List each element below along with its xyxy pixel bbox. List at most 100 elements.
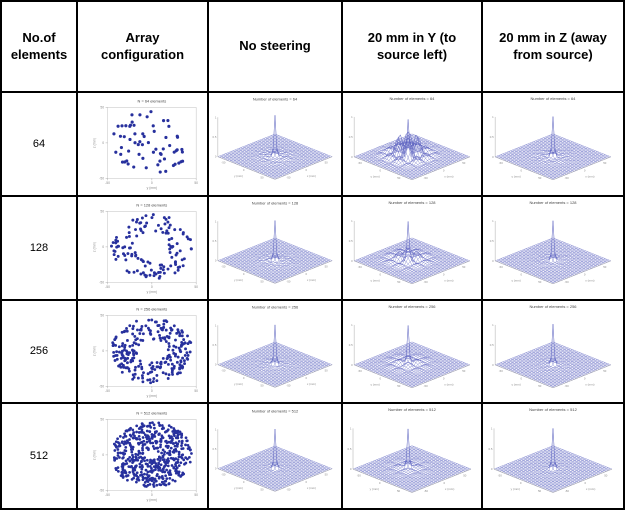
header-steer-y: 20 mm in Y (to source left) [343,2,483,93]
mesh-plot-128-steer-y: -50 0 50 -50 0 50 0 0.5 1 y (mm) x (mm) Number of e… [349,200,470,284]
svg-text:50: 50 [462,161,466,165]
header-no-steering: No steering [209,2,343,93]
svg-text:-50: -50 [358,368,362,372]
svg-text:-50: -50 [424,176,428,180]
svg-text:0.5: 0.5 [348,447,352,451]
svg-text:1: 1 [351,322,353,326]
svg-text:-50: -50 [565,489,570,493]
svg-text:0: 0 [380,169,382,173]
svg-text:-50: -50 [99,489,104,493]
svg-text:50: 50 [538,384,542,388]
header-no-of-elements: No.of elements [2,2,78,93]
svg-text:1: 1 [215,428,217,432]
svg-text:50: 50 [397,489,401,493]
svg-text:-50: -50 [499,368,503,372]
svg-text:-50: -50 [286,383,290,387]
beam-no-steering-256: -50 0 50 -50 0 50 0 0.5 1 y (mm) x (mm) Number of e… [209,300,343,405]
svg-text:0: 0 [151,493,153,497]
svg-text:Number of elements = 64: Number of elements = 64 [390,96,436,101]
svg-text:50: 50 [603,161,607,165]
beam-steer-y-512: -50 0 50 -50 0 50 0 0.5 1 y (mm) x (mm) Number of e… [343,404,483,508]
elements-count-64: 64 [2,93,78,197]
svg-text:Number of elements = 256: Number of elements = 256 [252,304,299,309]
svg-text:50: 50 [260,488,264,492]
svg-text:x (mm): x (mm) [307,278,316,282]
beam-steer-z-64: -50 0 50 -50 0 50 0 0.5 1 y (mm) x (mm) Number of e… [483,93,623,197]
svg-text:x (mm): x (mm) [444,174,453,178]
header-steer-z: 20 mm in Z (away from source) [483,2,623,93]
svg-text:0: 0 [215,155,217,159]
svg-text:Number of elements = 128: Number of elements = 128 [529,200,577,205]
svg-text:1: 1 [492,115,494,119]
svg-text:0: 0 [243,272,245,276]
svg-text:N = 64 elements: N = 64 elements [138,99,167,104]
svg-text:x (mm): x (mm) [585,278,594,282]
beam-steer-y-64: -50 0 50 -50 0 50 0 0.5 1 y (mm) x (mm) Number of e… [343,93,483,197]
svg-text:0: 0 [443,376,445,380]
scatter-plot-256: -50 0 50 -50 0 50 N = 256 elements y (mm) z (mm) [93,306,198,398]
svg-text:1: 1 [350,427,352,431]
array-config-256: -50 0 50 -50 0 50 N = 256 elements y (mm) z (mm) [78,300,209,405]
beam-no-steering-128: -50 0 50 -50 0 50 0 0.5 1 y (mm) x (mm) Number of e… [209,196,343,301]
svg-text:50: 50 [397,176,401,180]
svg-text:50: 50 [194,493,198,497]
elements-count-256: 256 [2,300,78,405]
scatter-plot-64: -50 0 50 -50 0 50 N = 64 elements y (mm) z (mm) [93,99,198,191]
svg-text:0: 0 [102,245,104,249]
mesh-plot-64-no-steering: -50 0 50 -50 0 50 0 0.5 1 y (mm) x (mm) Number of e… [213,97,333,180]
elements-count-128: 128 [2,196,78,301]
mesh-plot-128-steer-z: -50 0 50 -50 0 50 0 0.5 1 y (mm) x (mm) Number of e… [490,200,611,284]
svg-text:x (mm): x (mm) [307,486,316,490]
svg-text:0: 0 [306,480,308,484]
svg-text:y (mm): y (mm) [511,278,520,282]
svg-text:0: 0 [350,467,352,471]
svg-text:50: 50 [325,368,329,372]
svg-text:0: 0 [521,169,523,173]
mesh-plot-64-steer-z: -50 0 50 -50 0 50 0 0.5 1 y (mm) x (mm) Number of e… [490,96,611,180]
svg-text:1: 1 [351,219,353,223]
svg-text:0: 0 [521,272,523,276]
svg-text:50: 50 [538,176,542,180]
svg-text:-50: -50 [357,474,362,478]
svg-text:0: 0 [102,453,104,457]
beam-steer-z-128: -50 0 50 -50 0 50 0 0.5 1 y (mm) x (mm) Number of e… [483,196,623,301]
svg-text:-50: -50 [499,265,503,269]
svg-text:0: 0 [584,376,586,380]
svg-text:50: 50 [100,106,104,110]
beam-steer-y-256: -50 0 50 -50 0 50 0 0.5 1 y (mm) x (mm) Number of e… [343,300,483,405]
svg-text:50: 50 [325,161,329,165]
beam-steer-z-512: -50 0 50 -50 0 50 0 0.5 1 y (mm) x (mm) Number of e… [483,404,623,508]
array-config-64: -50 0 50 -50 0 50 N = 64 elements y (mm) z (mm) [78,93,209,197]
svg-text:-50: -50 [424,384,428,388]
svg-text:0: 0 [444,481,446,485]
svg-text:N = 128 elements: N = 128 elements [136,202,167,207]
svg-text:y (mm): y (mm) [234,278,243,282]
scatter-plot-512: -50 0 50 -50 0 50 N = 512 elements y (mm) z (mm) [93,411,198,503]
svg-text:-50: -50 [105,285,110,289]
svg-text:0: 0 [443,272,445,276]
beam-no-steering-64: -50 0 50 -50 0 50 0 0.5 1 y (mm) x (mm) Number of e… [209,93,343,197]
svg-text:50: 50 [325,473,329,477]
svg-text:50: 50 [604,474,608,478]
svg-text:Number of elements = 128: Number of elements = 128 [388,200,436,205]
svg-text:-50: -50 [565,280,569,284]
svg-text:0: 0 [151,181,153,185]
svg-text:-50: -50 [99,280,104,284]
svg-text:-50: -50 [424,280,428,284]
svg-text:0: 0 [351,155,353,159]
svg-text:1: 1 [215,115,217,119]
svg-text:50: 50 [397,280,401,284]
svg-text:N = 256 elements: N = 256 elements [136,306,167,311]
svg-text:0: 0 [584,272,586,276]
svg-text:0: 0 [379,481,381,485]
svg-text:-50: -50 [99,384,104,388]
mesh-plot-128-no-steering: -50 0 50 -50 0 50 0 0.5 1 y (mm) x (mm) Number of e… [213,200,333,283]
svg-text:0: 0 [443,169,445,173]
svg-text:Number of elements = 256: Number of elements = 256 [529,303,577,308]
svg-text:50: 50 [603,368,607,372]
svg-text:y (mm): y (mm) [147,186,157,190]
svg-text:0: 0 [306,272,308,276]
svg-text:x (mm): x (mm) [445,487,454,491]
svg-text:0: 0 [380,272,382,276]
scatter-plot-128: -50 0 50 -50 0 50 N = 128 elements y (mm) z (mm) [93,202,198,294]
